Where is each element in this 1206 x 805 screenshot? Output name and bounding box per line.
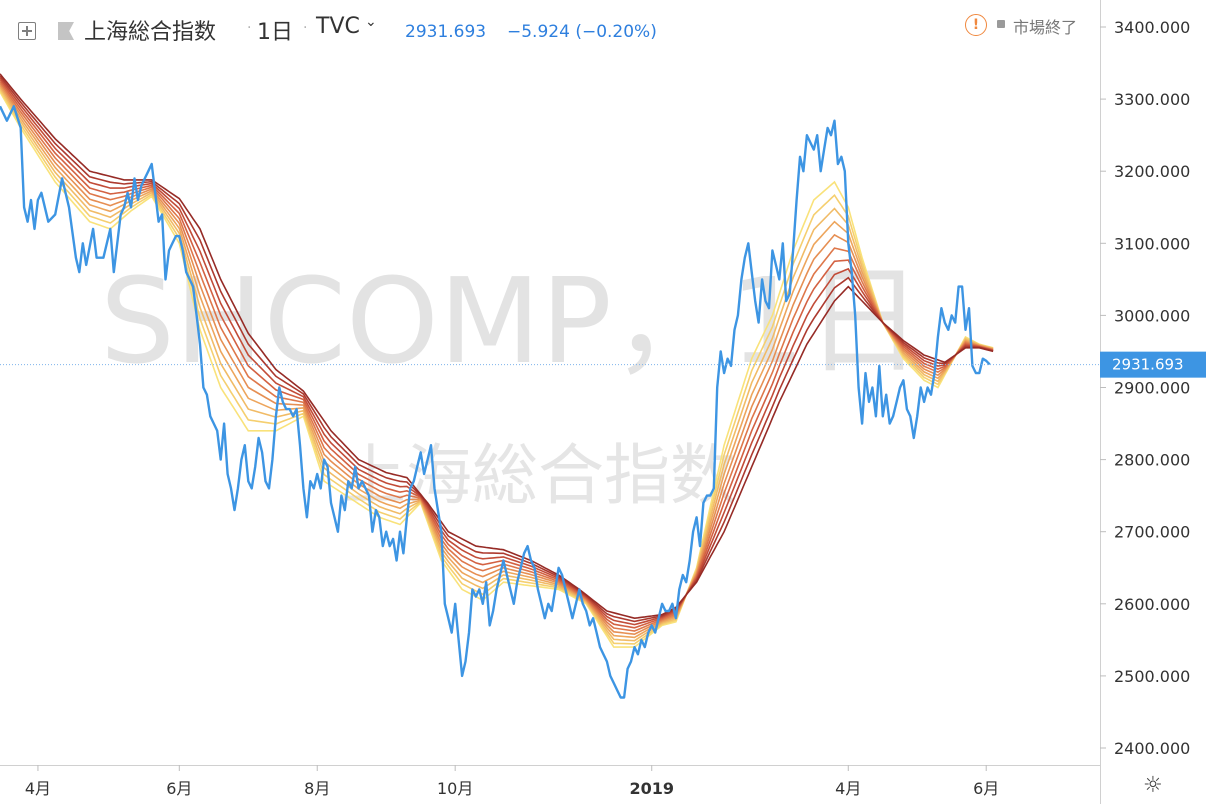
symbol-title[interactable]: 上海総合指数 [84, 20, 217, 45]
separator-dot: · [247, 20, 252, 36]
time-axis[interactable] [0, 765, 1100, 805]
status-square-icon [997, 20, 1005, 28]
chevron-down-icon[interactable]: ⌄ [365, 14, 377, 30]
chart-header: 上海総合指数 · 1日 · TVC ⌄ 2931.693 −5.924 (−0.… [0, 0, 1100, 60]
ma-ribbon [0, 73, 994, 648]
compare-plus-icon[interactable] [18, 22, 36, 40]
ribbon-line-6 [0, 81, 994, 632]
exchange-label[interactable]: TVC [316, 14, 360, 39]
ribbon-line-8 [0, 77, 994, 626]
ribbon-line-7 [0, 79, 994, 629]
market-status: 市場終了 [1013, 18, 1078, 37]
price-axis[interactable] [1100, 0, 1206, 804]
ribbon-line-5 [0, 83, 994, 636]
ribbon-line-4 [0, 85, 994, 639]
last-price-value: 2931.693 [405, 22, 487, 42]
settings-gear-icon[interactable]: ☼ [1143, 773, 1163, 798]
price-change-value: −5.924 (−0.20%) [507, 22, 657, 42]
flag-icon[interactable] [58, 22, 74, 40]
watermark-name: 上海総合指数 [340, 437, 736, 514]
ribbon-line-3 [0, 87, 994, 642]
price-series [0, 105, 991, 699]
warning-icon[interactable]: ! [965, 14, 987, 36]
ribbon-line-10 [0, 73, 994, 620]
separator-dot: · [303, 20, 308, 36]
interval-label[interactable]: 1日 [257, 20, 293, 45]
ribbon-line-9 [0, 75, 994, 623]
price-line [0, 105, 991, 699]
ribbon-line-2 [0, 89, 994, 645]
